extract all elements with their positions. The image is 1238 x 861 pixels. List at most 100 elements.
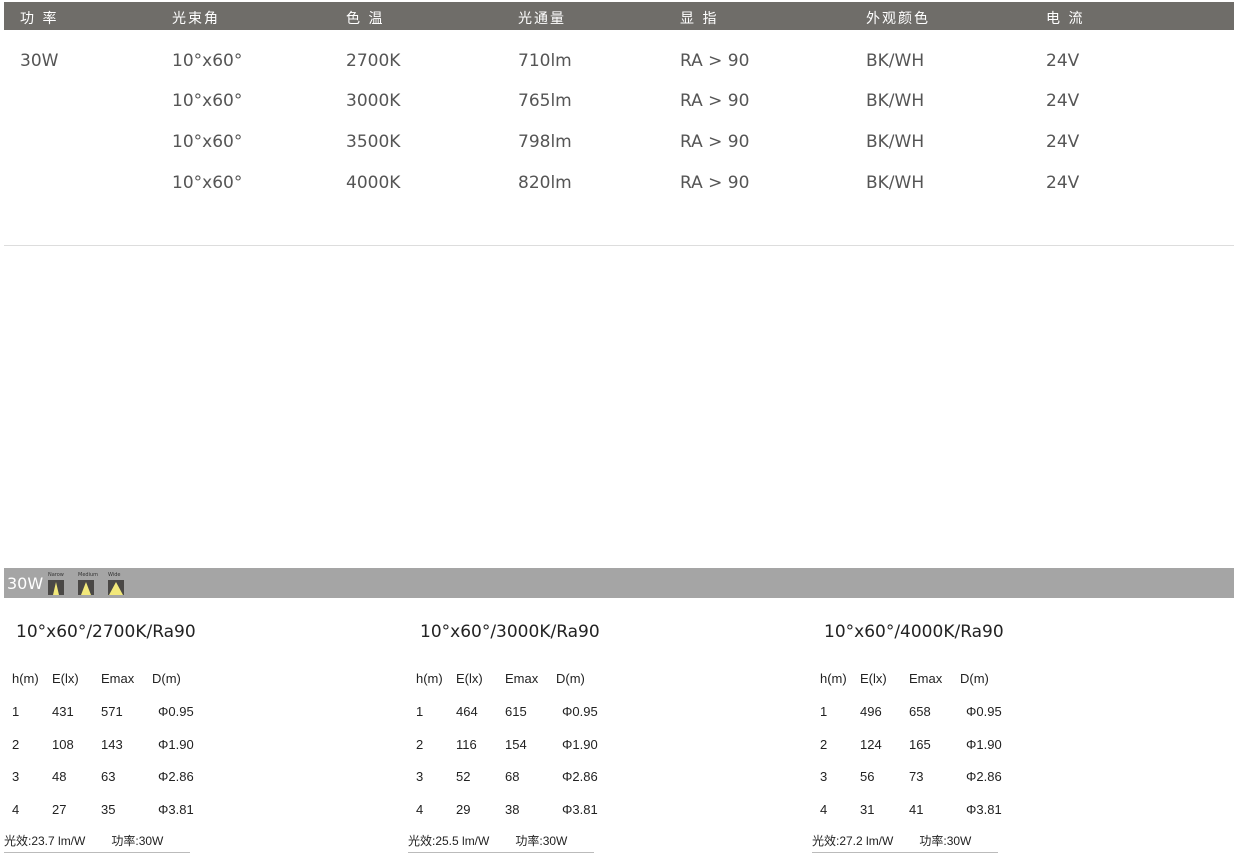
column-header: 色 温 [346, 11, 385, 27]
table-cell: 431 [52, 704, 74, 719]
table-cell: 1 [12, 704, 20, 719]
panel-title: 10°x60°/4000K/Ra90 [824, 622, 1004, 642]
column-header: E(lx) [456, 671, 483, 686]
table-cell: 29 [456, 801, 471, 817]
panel-footer: 光效:27.2 lm/W 功率:30W [812, 832, 998, 853]
efficacy: 光效:27.2 lm/W [812, 834, 894, 848]
beam-box [48, 580, 64, 595]
panel-title: 10°x60°/3000K/Ra90 [420, 622, 600, 642]
beam-icon-wide: Wide [108, 572, 124, 595]
table-cell: Φ0.95 [158, 704, 194, 719]
table-cell: Φ0.95 [966, 704, 1002, 719]
table-cell: BK/WH [866, 51, 925, 71]
table-cell: 165 [909, 736, 931, 752]
efficacy: 光效:25.5 lm/W [408, 834, 490, 848]
beam-cone-icon [53, 582, 59, 595]
table-cell: 615 [505, 704, 527, 719]
power-label: 30W [7, 574, 44, 593]
table-cell: 31 [860, 801, 875, 817]
table-cell: 41 [909, 801, 924, 817]
table-cell: 124 [860, 736, 882, 752]
beam-box [108, 580, 124, 595]
table-cell: 4000K [346, 173, 401, 193]
table-cell: 710lm [518, 51, 572, 71]
table-cell: 24V [1046, 132, 1080, 152]
panel-title: 10°x60°/2700K/Ra90 [16, 622, 196, 642]
table-cell: 10°x60° [172, 132, 243, 152]
table-cell: Φ0.95 [562, 704, 598, 719]
table-cell: 4 [12, 801, 20, 817]
column-header: 光束角 [172, 11, 220, 27]
column-header: 功 率 [20, 11, 59, 27]
table-cell: 63 [101, 769, 116, 784]
power: 功率:30W [515, 834, 568, 848]
photometric-panel: 10°x60°/2700K/Ra90 h(m) E(lx) Emax D(m) 1 431 5… [4, 600, 404, 861]
table-cell: 4 [416, 801, 424, 817]
table-cell: 3 [416, 769, 424, 784]
beam-icon-narow: Narow [48, 572, 64, 595]
beam-label: Medium [78, 572, 98, 578]
column-header: h(m) [820, 671, 847, 686]
table-cell: RA > 90 [680, 51, 750, 71]
table-cell: RA > 90 [680, 173, 750, 193]
table-cell: 24V [1046, 51, 1080, 71]
table-cell: 24V [1046, 173, 1080, 193]
divider [4, 245, 1234, 246]
table-cell: 2 [12, 736, 20, 752]
column-header: 电 流 [1046, 11, 1085, 27]
table-cell: 1 [820, 704, 828, 719]
photometric-band: 30W Narow Medium Wide [4, 568, 1234, 598]
table-cell: 10°x60° [172, 91, 243, 111]
table-cell: BK/WH [866, 173, 925, 193]
table-cell: Φ2.86 [158, 769, 194, 784]
table-cell: 38 [505, 801, 520, 817]
beam-cone-icon [109, 582, 123, 595]
table-cell: 30W [20, 51, 59, 71]
table-cell: 24V [1046, 91, 1080, 111]
column-header: h(m) [12, 671, 39, 686]
table-cell: 2 [820, 736, 828, 752]
column-header: Emax [505, 671, 539, 686]
spec-table-header: 功 率 光束角 色 温 光通量 显 指 外观颜色 电 流 [4, 2, 1234, 30]
table-cell: 35 [101, 801, 116, 817]
table-cell: RA > 90 [680, 91, 750, 111]
power: 功率:30W [111, 834, 164, 848]
beam-label: Wide [108, 572, 121, 578]
table-cell: 3 [820, 769, 828, 784]
table-cell: BK/WH [866, 91, 925, 111]
column-header: h(m) [416, 671, 443, 686]
column-header: Emax [101, 671, 135, 686]
table-cell: 765lm [518, 91, 572, 111]
table-cell: Φ1.90 [158, 736, 194, 752]
column-header: 显 指 [680, 11, 719, 27]
table-cell: Φ1.90 [966, 736, 1002, 752]
table-cell: Φ1.90 [562, 736, 598, 752]
efficacy: 光效:23.7 lm/W [4, 834, 86, 848]
table-cell: 464 [456, 704, 478, 719]
table-cell: 798lm [518, 132, 572, 152]
table-cell: 3500K [346, 132, 401, 152]
table-cell: Φ2.86 [966, 769, 1002, 784]
table-cell: 4 [820, 801, 828, 817]
panel-footer: 光效:23.7 lm/W 功率:30W [4, 832, 190, 853]
table-cell: 48 [52, 769, 67, 784]
column-header: D(m) [152, 671, 181, 686]
photometric-panel: 10°x60°/4000K/Ra90 h(m) E(lx) Emax D(m) 1 496 6… [812, 600, 1212, 861]
table-cell: 3 [12, 769, 20, 784]
table-cell: 2700K [346, 51, 401, 71]
table-cell: 56 [860, 769, 875, 784]
column-header: E(lx) [860, 671, 887, 686]
table-cell: 571 [101, 704, 123, 719]
beam-label: Narow [48, 572, 64, 578]
table-cell: Φ3.81 [158, 801, 194, 817]
table-cell: 143 [101, 736, 123, 752]
table-cell: 820lm [518, 173, 572, 193]
table-cell: Φ3.81 [966, 801, 1002, 817]
table-cell: 3000K [346, 91, 401, 111]
table-cell: 658 [909, 704, 931, 719]
table-cell: 10°x60° [172, 51, 243, 71]
panel-footer: 光效:25.5 lm/W 功率:30W [408, 832, 594, 853]
table-cell: BK/WH [866, 132, 925, 152]
column-header: E(lx) [52, 671, 79, 686]
beam-icon-medium: Medium [78, 572, 98, 595]
